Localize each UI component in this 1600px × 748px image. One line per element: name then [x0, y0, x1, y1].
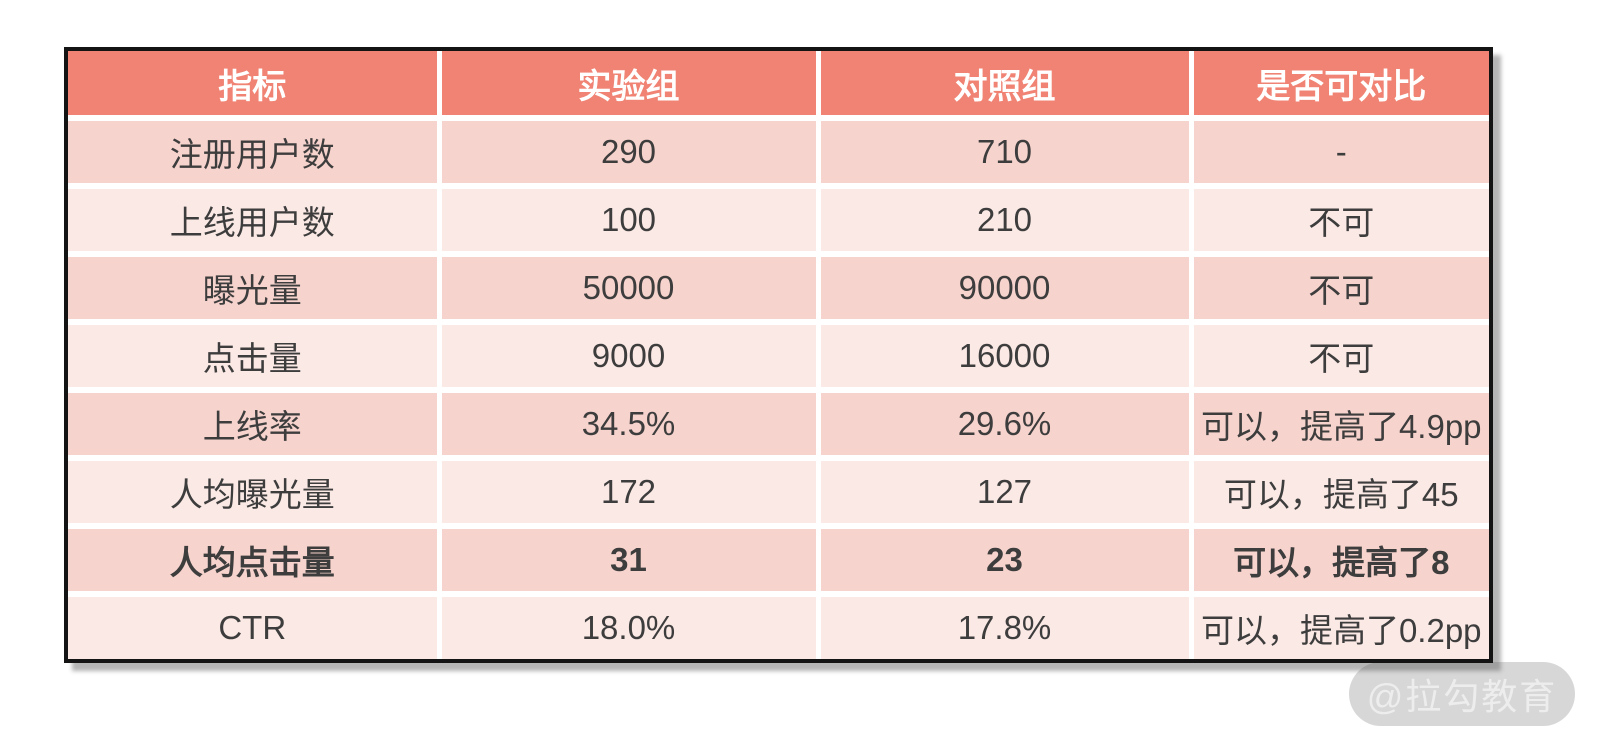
cell-comparable-value: 可以，提高了8	[1191, 523, 1489, 594]
cell-indicator: 人均点击量	[68, 523, 442, 594]
cell-comparable-value: 可以，提高了0.2pp	[1191, 591, 1489, 659]
cell-control-value: 127	[818, 455, 1194, 526]
cell-control-value: 29.6%	[818, 387, 1194, 458]
metrics-table: 指标 实验组 对照组 是否可对比 注册用户数 290 710 - 上线用户数 1…	[68, 51, 1489, 659]
watermark-text: @拉勾教育	[1366, 676, 1558, 717]
cell-experiment-value: 100	[439, 183, 821, 254]
cell-indicator: 曝光量	[68, 251, 442, 322]
cell-comparable-value: 不可	[1191, 251, 1489, 322]
cell-experiment-value: 50000	[439, 251, 821, 322]
cell-indicator: CTR	[68, 591, 442, 659]
cell-indicator: 点击量	[68, 319, 442, 390]
cell-control-value: 17.8%	[818, 591, 1194, 659]
cell-control-value: 90000	[818, 251, 1194, 322]
watermark-badge: @拉勾教育	[1349, 662, 1575, 726]
header-row: 指标 实验组 对照组 是否可对比	[68, 51, 1489, 118]
cell-indicator: 上线用户数	[68, 183, 442, 254]
cell-experiment-value: 18.0%	[439, 591, 821, 659]
metrics-table-card: 指标 实验组 对照组 是否可对比 注册用户数 290 710 - 上线用户数 1…	[64, 47, 1493, 663]
cell-experiment-value: 9000	[439, 319, 821, 390]
cell-comparable-value: 不可	[1191, 319, 1489, 390]
cell-control-value: 210	[818, 183, 1194, 254]
table-row: CTR 18.0% 17.8% 可以，提高了0.2pp	[68, 591, 1489, 659]
table-row: 曝光量 50000 90000 不可	[68, 251, 1489, 322]
cell-control-value: 710	[818, 115, 1194, 186]
cell-control-value: 23	[818, 523, 1194, 594]
cell-experiment-value: 34.5%	[439, 387, 821, 458]
table-row: 人均曝光量 172 127 可以，提高了45	[68, 455, 1489, 526]
col-header-comparable: 是否可对比	[1191, 51, 1489, 118]
cell-experiment-value: 31	[439, 523, 821, 594]
cell-control-value: 16000	[818, 319, 1194, 390]
cell-indicator: 注册用户数	[68, 115, 442, 186]
cell-comparable-value: -	[1191, 115, 1489, 186]
cell-experiment-value: 290	[439, 115, 821, 186]
col-header-indicator: 指标	[68, 51, 442, 118]
table-row: 上线用户数 100 210 不可	[68, 183, 1489, 254]
table-row: 人均点击量 31 23 可以，提高了8	[68, 523, 1489, 594]
col-header-experiment-group: 实验组	[439, 51, 821, 118]
cell-comparable-value: 可以，提高了4.9pp	[1191, 387, 1489, 458]
table-row: 注册用户数 290 710 -	[68, 115, 1489, 186]
table-row: 点击量 9000 16000 不可	[68, 319, 1489, 390]
col-header-control-group: 对照组	[818, 51, 1194, 118]
table-row: 上线率 34.5% 29.6% 可以，提高了4.9pp	[68, 387, 1489, 458]
cell-experiment-value: 172	[439, 455, 821, 526]
cell-indicator: 上线率	[68, 387, 442, 458]
cell-indicator: 人均曝光量	[68, 455, 442, 526]
cell-comparable-value: 不可	[1191, 183, 1489, 254]
cell-comparable-value: 可以，提高了45	[1191, 455, 1489, 526]
